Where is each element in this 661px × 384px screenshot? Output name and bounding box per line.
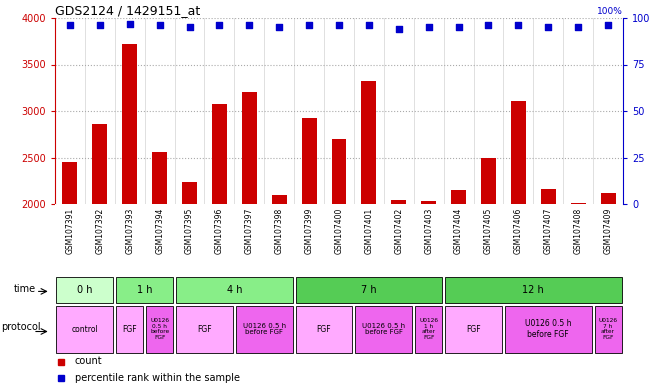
Bar (152, 152, 167, 204)
Bar (595, 306, 621, 353)
Text: GSM107395: GSM107395 (185, 208, 194, 254)
Bar (182, 182, 197, 204)
Text: U0126 0.5 h
before FGF: U0126 0.5 h before FGF (362, 323, 405, 335)
Point (393, 26, 404, 32)
Text: U0126
1 h
after
FGF: U0126 1 h after FGF (419, 318, 438, 340)
Bar (356, 306, 412, 353)
Bar (63, 162, 77, 204)
Bar (570, 203, 586, 204)
Text: count: count (75, 356, 102, 366)
Bar (451, 190, 466, 204)
Bar (146, 306, 173, 353)
Bar (415, 306, 442, 353)
Bar (295, 277, 442, 303)
Text: protocol: protocol (1, 321, 41, 331)
Bar (421, 201, 436, 204)
Bar (332, 139, 346, 204)
Text: GSM107396: GSM107396 (215, 208, 224, 254)
Text: FGF: FGF (317, 324, 331, 333)
Bar (301, 118, 317, 204)
Text: GSM107406: GSM107406 (514, 208, 523, 254)
Bar (56, 306, 113, 353)
Bar (242, 93, 256, 204)
Text: GSM107401: GSM107401 (364, 208, 373, 254)
Text: FGF: FGF (197, 324, 212, 333)
Bar (295, 306, 352, 353)
Text: GSM107407: GSM107407 (544, 208, 553, 254)
Point (155, 22, 165, 28)
Text: 4 h: 4 h (227, 285, 242, 295)
Text: 100%: 100% (597, 7, 623, 16)
Text: GSM107400: GSM107400 (334, 208, 344, 254)
Bar (116, 306, 143, 353)
Text: 0 h: 0 h (77, 285, 93, 295)
Text: U0126
0.5 h
before
FGF: U0126 0.5 h before FGF (150, 318, 169, 340)
Text: GSM107394: GSM107394 (155, 208, 164, 254)
Text: FGF: FGF (122, 324, 137, 333)
Bar (505, 306, 592, 353)
Bar (176, 277, 293, 303)
Point (124, 20, 135, 26)
Point (513, 22, 524, 28)
Bar (511, 101, 526, 204)
Bar (116, 277, 173, 303)
Text: GSM107399: GSM107399 (305, 208, 313, 254)
Text: time: time (14, 284, 36, 294)
Point (543, 24, 553, 30)
Text: GSM107408: GSM107408 (574, 208, 582, 254)
Point (453, 24, 464, 30)
Text: GSM107405: GSM107405 (484, 208, 493, 254)
Point (364, 22, 374, 28)
Bar (445, 306, 502, 353)
Point (274, 24, 284, 30)
Point (65, 22, 75, 28)
Bar (93, 124, 107, 204)
Point (603, 22, 613, 28)
Bar (176, 306, 233, 353)
Text: 7 h: 7 h (361, 285, 377, 295)
Point (573, 24, 584, 30)
Bar (122, 44, 137, 204)
Text: FGF: FGF (466, 324, 481, 333)
Point (214, 22, 225, 28)
Point (184, 24, 195, 30)
Text: GSM107392: GSM107392 (95, 208, 104, 254)
Bar (445, 277, 621, 303)
Text: 1 h: 1 h (137, 285, 153, 295)
Text: GDS2124 / 1429151_at: GDS2124 / 1429151_at (55, 4, 200, 17)
Point (304, 22, 315, 28)
Bar (601, 193, 615, 204)
Bar (481, 159, 496, 204)
Text: GSM107404: GSM107404 (454, 208, 463, 254)
Text: control: control (71, 324, 98, 333)
Bar (362, 81, 376, 204)
Bar (541, 189, 556, 204)
Text: GSM107409: GSM107409 (603, 208, 613, 254)
Text: GSM107398: GSM107398 (275, 208, 284, 254)
Text: U0126 0.5 h
before FGF: U0126 0.5 h before FGF (243, 323, 286, 335)
Bar (56, 277, 113, 303)
Point (483, 22, 494, 28)
Text: GSM107403: GSM107403 (424, 208, 433, 254)
Text: U0126
7 h
after
FGF: U0126 7 h after FGF (599, 318, 617, 340)
Text: GSM107397: GSM107397 (245, 208, 254, 254)
Point (244, 22, 254, 28)
Text: U0126 0.5 h
before FGF: U0126 0.5 h before FGF (525, 319, 572, 339)
Text: percentile rank within the sample: percentile rank within the sample (75, 373, 240, 383)
Point (424, 24, 434, 30)
Point (95, 22, 105, 28)
Text: GSM107391: GSM107391 (65, 208, 75, 254)
Text: GSM107402: GSM107402 (395, 208, 403, 254)
Text: 12 h: 12 h (522, 285, 544, 295)
Text: GSM107393: GSM107393 (125, 208, 134, 254)
Bar (272, 195, 287, 204)
Bar (212, 104, 227, 204)
Point (334, 22, 344, 28)
Bar (236, 306, 293, 353)
Bar (391, 200, 407, 204)
